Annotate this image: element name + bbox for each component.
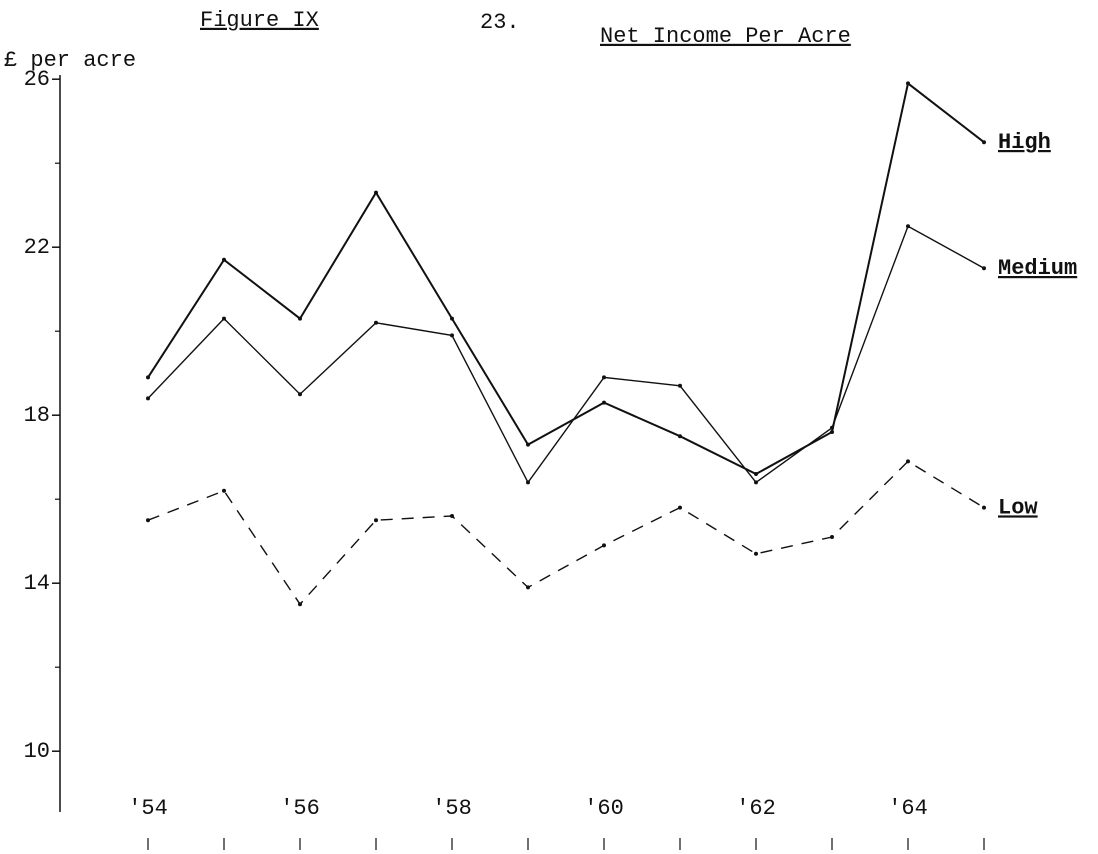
series-line [147, 225, 985, 484]
chart-title: Net Income Per Acre [600, 24, 851, 49]
x-tick-label: '60 [584, 796, 624, 821]
point [146, 375, 150, 380]
y-axis-label: £ per acre [4, 48, 136, 73]
series-line [147, 460, 985, 606]
point [678, 505, 682, 510]
x-tick-label: '58 [432, 796, 472, 821]
point [982, 140, 986, 145]
point [450, 316, 454, 321]
legend-label: Medium [998, 256, 1077, 281]
point [526, 480, 530, 485]
point [298, 316, 302, 321]
point [222, 488, 226, 493]
point [298, 392, 302, 397]
point [754, 472, 758, 476]
y-tick-label: 18 [24, 403, 50, 428]
point [906, 81, 910, 86]
legend-label: Low [998, 495, 1038, 520]
point [982, 266, 986, 271]
point [906, 459, 910, 464]
point [526, 442, 530, 447]
point [602, 543, 606, 548]
legend-label: High [998, 130, 1051, 155]
x-tick-label: '54 [128, 796, 168, 821]
point [602, 400, 606, 405]
point [830, 430, 834, 434]
point [298, 602, 302, 607]
figure-label: Figure IX [200, 8, 319, 33]
point [450, 514, 454, 518]
x-tick-label: '56 [280, 796, 320, 821]
point [830, 535, 834, 539]
point [374, 518, 378, 523]
point [222, 316, 226, 321]
point [526, 585, 530, 590]
point [222, 257, 226, 262]
point [754, 480, 758, 485]
point [678, 434, 682, 439]
point [374, 320, 378, 325]
page-number: 23. [480, 10, 520, 35]
point [146, 396, 150, 401]
y-tick-label: 22 [24, 235, 50, 260]
y-tick-label: 14 [24, 571, 50, 596]
point [450, 333, 454, 338]
x-tick-label: '62 [736, 796, 776, 821]
y-tick-label: 10 [24, 739, 50, 764]
point [754, 551, 758, 556]
point [906, 224, 910, 229]
series-line [147, 81, 985, 476]
y-tick-label: 26 [24, 67, 50, 92]
point [830, 425, 834, 430]
x-tick-label: '64 [888, 796, 928, 821]
point [602, 375, 606, 380]
point [982, 505, 986, 510]
point [146, 518, 150, 523]
point [374, 190, 378, 195]
point [678, 383, 682, 388]
